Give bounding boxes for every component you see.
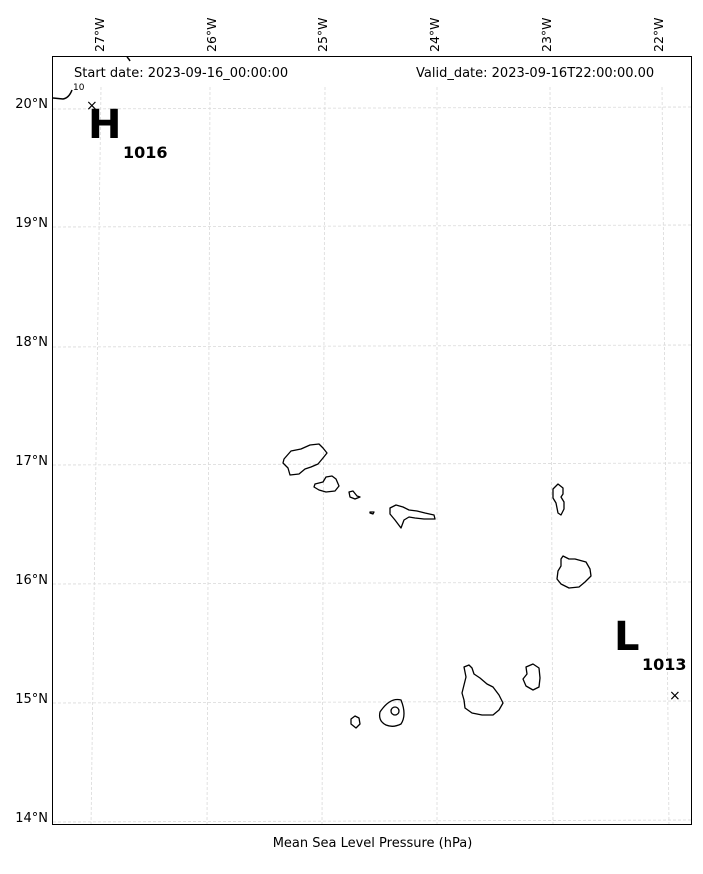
lat-label-14n: 14°N — [15, 811, 48, 826]
lat-label-17n: 17°N — [15, 454, 48, 469]
lon-label-26w: 26°W — [204, 17, 219, 52]
contour-tick: 10 — [73, 83, 85, 93]
island-santiago — [461, 664, 504, 716]
lon-label-23w: 23°W — [539, 17, 554, 52]
low-pressure-marker: × — [669, 688, 681, 704]
lat-label-19n: 19°N — [15, 216, 48, 231]
lat-label-15n: 15°N — [15, 692, 48, 707]
island-maio — [522, 663, 541, 691]
coastline — [282, 443, 592, 729]
parallel-17n — [53, 462, 691, 466]
island-fogo — [378, 698, 405, 727]
parallel-20n — [53, 106, 691, 110]
parallel-15n — [53, 700, 691, 704]
island-santo-antao — [282, 443, 328, 476]
parallel-16n — [53, 581, 691, 585]
pressure-contour-top — [126, 57, 131, 62]
lon-label-27w: 27°W — [92, 17, 107, 52]
island-sao-vicente — [313, 475, 340, 493]
low-pressure-letter: L — [614, 614, 640, 660]
parallel-18n — [53, 344, 691, 348]
island-santa-luzia — [348, 490, 361, 500]
parallel-19n — [53, 224, 691, 228]
lat-label-18n: 18°N — [15, 335, 48, 350]
low-pressure-value: 1013 — [642, 655, 687, 674]
fogo-volcano-summit — [390, 706, 400, 716]
lon-label-24w: 24°W — [427, 17, 442, 52]
pressure-contour — [53, 89, 73, 100]
high-pressure-marker: × — [86, 98, 98, 114]
map-caption: Mean Sea Level Pressure (hPa) — [272, 836, 473, 851]
lon-label-25w: 25°W — [315, 17, 330, 52]
meridian-23w — [549, 86, 554, 824]
island-brava — [350, 715, 361, 729]
high-pressure-letter: H — [88, 102, 122, 148]
start-date-label: Start date: 2023-09-16_00:00:00 — [74, 66, 289, 81]
map-frame: 10 — [52, 56, 692, 825]
island-sal — [552, 483, 565, 516]
island-boa-vista — [556, 555, 592, 589]
lat-label-20n: 20°N — [15, 97, 48, 112]
lat-label-16n: 16°N — [15, 573, 48, 588]
parallel-14n — [53, 819, 691, 823]
valid-date-label: Valid_date: 2023-09-16T22:00:00.00 — [416, 66, 655, 81]
island-raso — [369, 511, 375, 515]
high-pressure-value: 1016 — [123, 143, 168, 162]
lon-label-22w: 22°W — [651, 17, 666, 52]
meridian-26w — [206, 86, 211, 824]
map-canvas: 10 — [53, 57, 691, 824]
island-sao-nicolau — [389, 504, 436, 529]
meridian-25w — [321, 86, 326, 824]
meridian-27w — [90, 86, 102, 824]
meridian-22w — [661, 86, 670, 824]
graticule — [53, 86, 691, 824]
